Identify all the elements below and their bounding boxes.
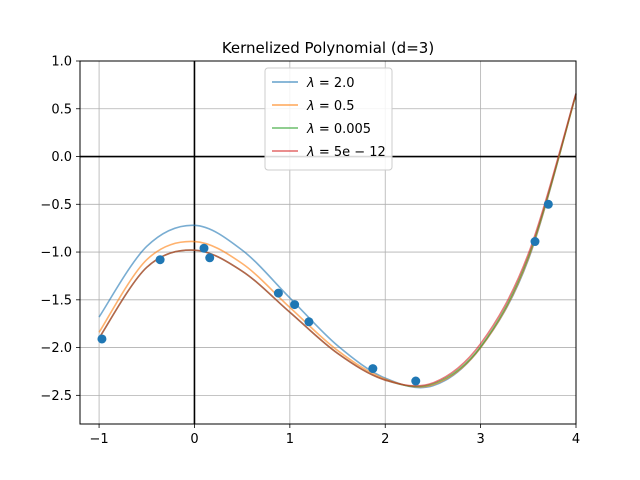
legend-label-symbol-1: λ — [306, 99, 315, 114]
y-tick-label-5: −1.5 — [40, 293, 72, 308]
x-tick-label-1: 0 — [190, 432, 198, 447]
y-tick-label-0: 1.0 — [51, 55, 72, 70]
data-point-4 — [273, 288, 283, 298]
data-point-5 — [290, 300, 300, 310]
data-point-6 — [304, 317, 314, 327]
data-point-0 — [97, 334, 107, 344]
legend-label-0: λ = 2.0 — [306, 76, 355, 91]
legend-label-value-0: = 2.0 — [315, 76, 355, 91]
legend-label-value-1: = 0.5 — [315, 99, 355, 114]
plot-frame — [79, 60, 577, 425]
legend-label-1: λ = 0.5 — [306, 99, 355, 114]
legend-label-2: λ = 0.005 — [306, 122, 371, 137]
legend-label-symbol-0: λ — [306, 76, 315, 91]
x-tick-label-0: −1 — [89, 432, 108, 447]
legend-label-3: λ = 5e − 12 — [306, 145, 386, 160]
y-tick-label-3: −0.5 — [40, 198, 72, 213]
y-tick-label-1: 0.5 — [51, 102, 72, 117]
y-tick-label-2: 0.0 — [51, 150, 72, 165]
x-tick-label-2: 1 — [286, 432, 294, 447]
y-tick-label-4: −1.0 — [40, 246, 72, 261]
legend-label-value-3: = 5e − 12 — [315, 145, 386, 160]
series-layer — [98, 93, 577, 389]
data-point-9 — [530, 237, 540, 247]
scatter-layer — [97, 199, 553, 386]
data-point-10 — [543, 199, 553, 209]
legend-label-symbol-3: λ — [306, 145, 315, 160]
x-tick-label-4: 3 — [476, 432, 484, 447]
data-point-3 — [205, 253, 215, 263]
data-point-8 — [411, 376, 421, 386]
data-point-2 — [199, 243, 209, 253]
y-tick-label-7: −2.5 — [40, 389, 72, 404]
series-line-3 — [98, 93, 577, 387]
y-tick-label-6: −2.0 — [40, 341, 72, 356]
x-tick-label-5: 4 — [572, 432, 580, 447]
legend-label-symbol-2: λ — [306, 122, 315, 137]
x-tick-label-3: 2 — [381, 432, 389, 447]
legend-box — [264, 67, 393, 171]
data-point-1 — [155, 255, 165, 265]
chart-title: Kernelized Polynomial (d=3) — [222, 39, 434, 57]
tick-layer: −1 0 1 2 3 4 1.0 0.5 0.0 −0.5 −1.0 −1.5 −2.0 −2.5 — [40, 55, 580, 448]
data-point-7 — [368, 364, 378, 374]
legend-label-value-2: = 0.005 — [315, 122, 371, 137]
